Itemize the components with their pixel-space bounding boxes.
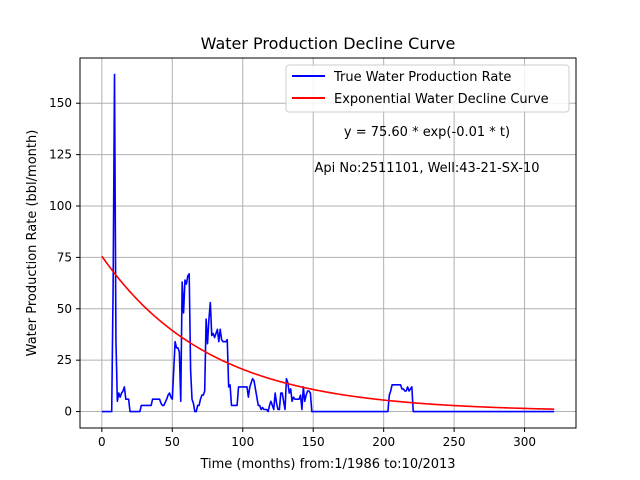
x-tick-label: 300: [513, 435, 536, 449]
chart-title: Water Production Decline Curve: [201, 34, 456, 53]
plot-area: [101, 73, 555, 413]
y-tick-label: 75: [57, 250, 72, 264]
legend-label-decline-curve: Exponential Water Decline Curve: [334, 92, 549, 107]
legend-box: [285, 64, 570, 113]
x-tick-label: 150: [302, 435, 325, 449]
x-tick-label: 250: [443, 435, 466, 449]
equation-annotation: y = 75.60 * exp(-0.01 * t): [344, 125, 510, 140]
ticks: 0 50 100 150 200 250 300 0 25 50 75 100 125 150: [49, 96, 536, 449]
series-true-water-production-rate: [101, 73, 555, 413]
y-tick-label: 25: [57, 353, 72, 367]
y-tick-label: 125: [49, 148, 72, 162]
x-tick-label: 0: [98, 435, 106, 449]
grid: [80, 58, 576, 428]
legend-label-true-rate: True Water Production Rate: [333, 70, 511, 85]
series-exponential-water-decline-curve: [101, 255, 555, 410]
x-tick-label: 100: [231, 435, 254, 449]
y-axis-label: Water Production Rate (bbl/month): [25, 130, 40, 357]
axes-frame: [79, 57, 577, 429]
well-annotation: Api No:2511101, Well:43-21-SX-10: [314, 161, 539, 176]
y-tick-label: 50: [57, 302, 72, 316]
y-tick-label: 150: [49, 96, 72, 110]
x-axis-label: Time (months) from:1/1986 to:10/2013: [199, 457, 455, 472]
x-tick-label: 50: [165, 435, 180, 449]
x-tick-label: 200: [372, 435, 395, 449]
legend: True Water Production Rate Exponential W…: [285, 64, 570, 113]
y-tick-label: 0: [64, 405, 72, 419]
y-tick-label: 100: [49, 199, 72, 213]
